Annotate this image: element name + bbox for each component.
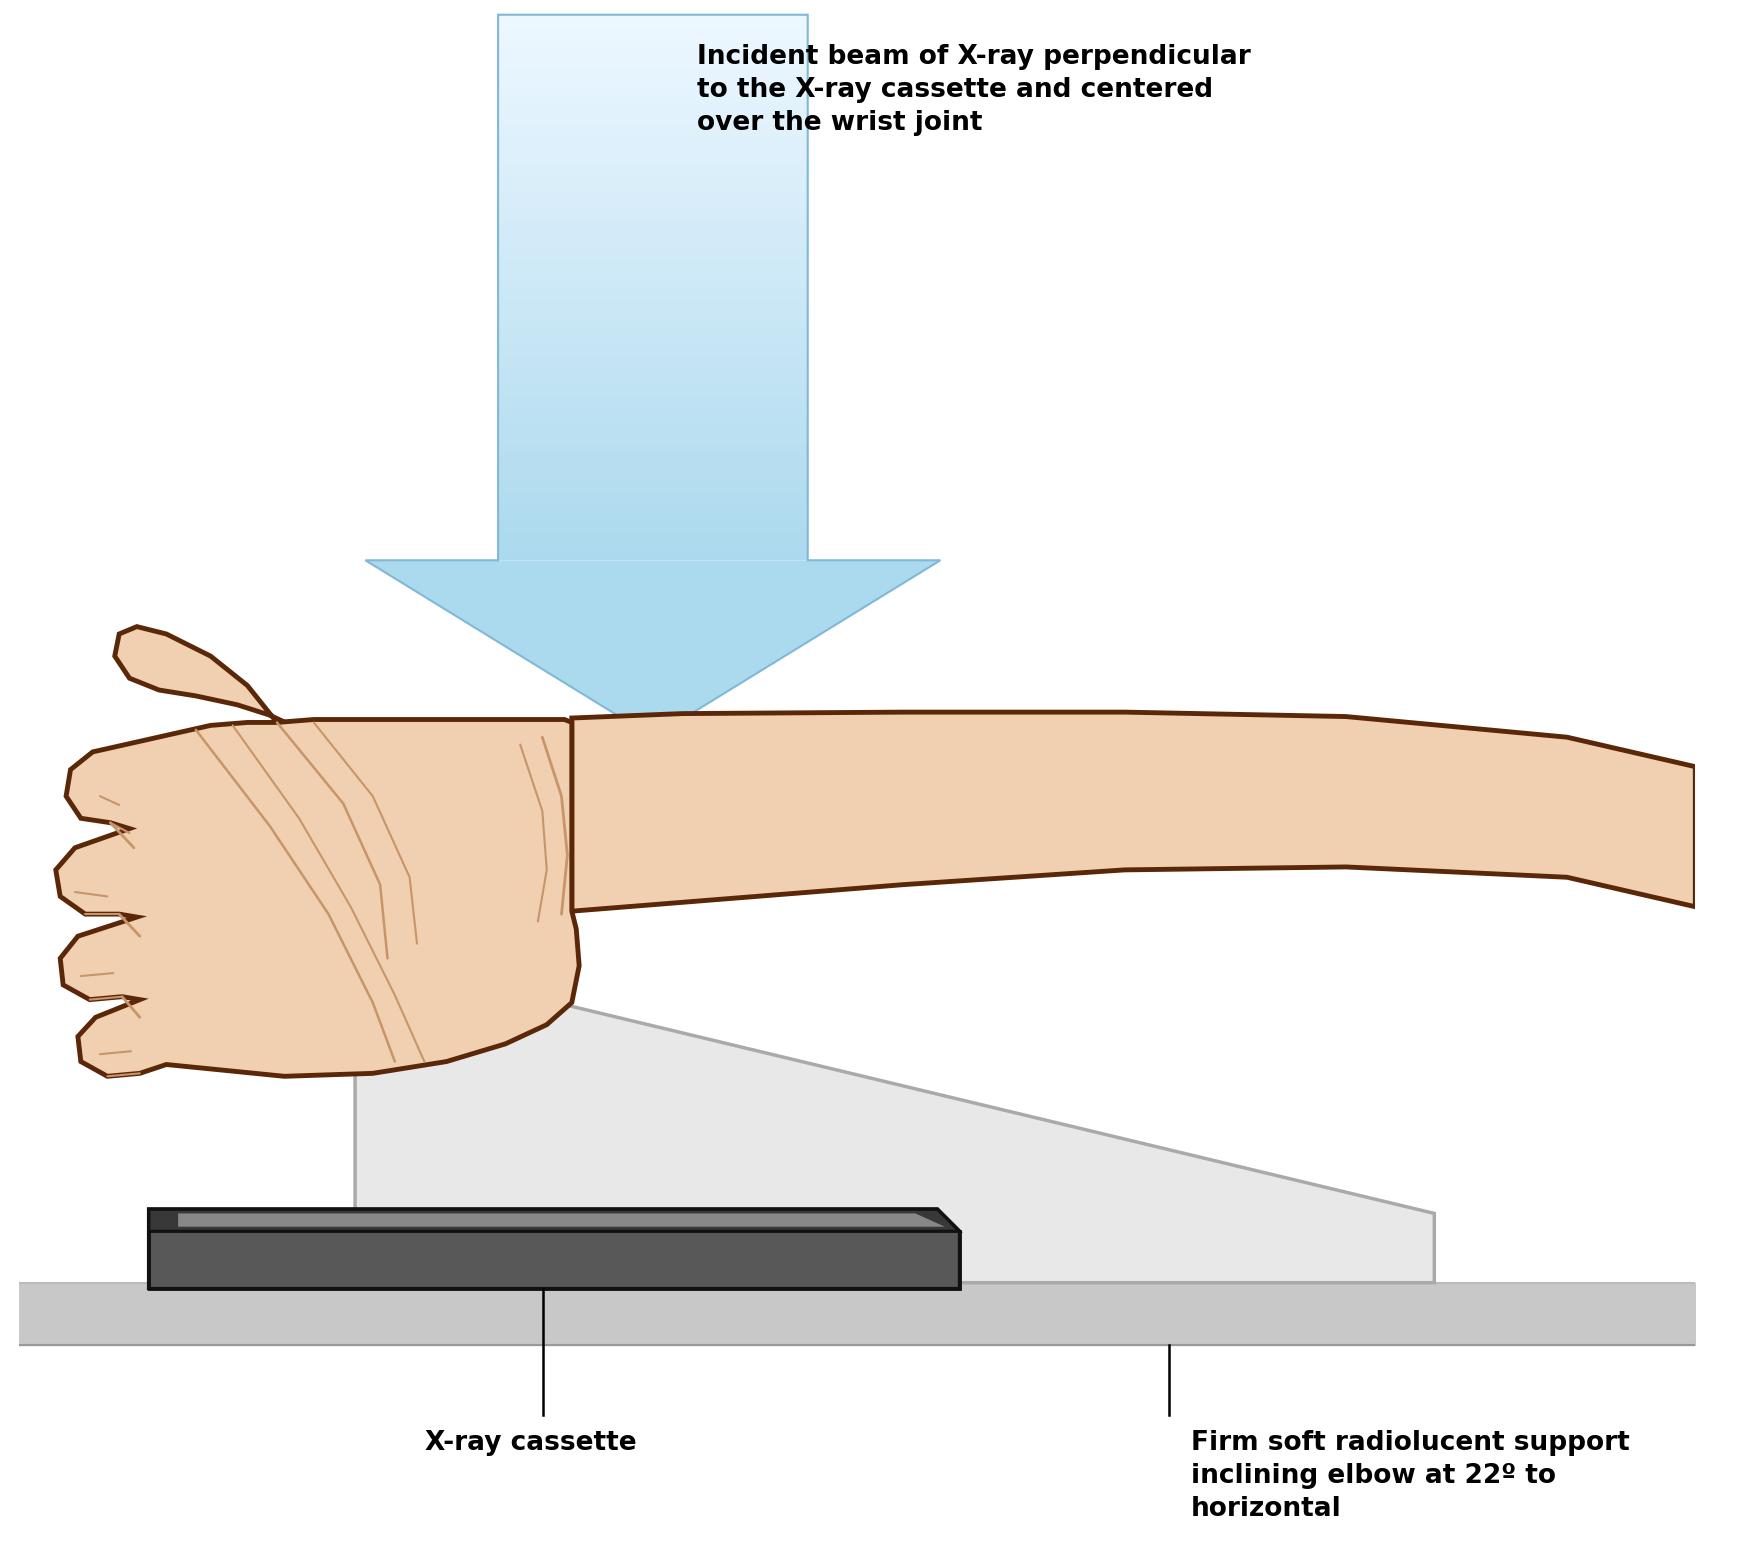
Polygon shape — [499, 527, 808, 533]
Polygon shape — [499, 62, 808, 70]
Polygon shape — [499, 260, 808, 267]
Polygon shape — [354, 923, 1435, 1282]
Polygon shape — [499, 458, 808, 465]
Polygon shape — [499, 301, 808, 308]
Polygon shape — [499, 404, 808, 410]
Polygon shape — [499, 193, 808, 199]
Polygon shape — [499, 239, 808, 247]
Polygon shape — [499, 185, 808, 193]
Polygon shape — [499, 179, 808, 185]
Polygon shape — [499, 396, 808, 404]
Polygon shape — [499, 342, 808, 350]
Polygon shape — [499, 553, 808, 561]
Polygon shape — [499, 539, 808, 547]
Polygon shape — [499, 165, 808, 171]
Polygon shape — [499, 547, 808, 553]
Polygon shape — [499, 444, 808, 451]
Polygon shape — [499, 48, 808, 56]
Polygon shape — [499, 159, 808, 165]
Polygon shape — [499, 233, 808, 239]
Polygon shape — [499, 322, 808, 328]
Polygon shape — [499, 376, 808, 382]
Polygon shape — [499, 362, 808, 370]
Polygon shape — [499, 350, 808, 356]
Polygon shape — [499, 519, 808, 527]
Polygon shape — [499, 82, 808, 90]
Polygon shape — [179, 1214, 945, 1226]
Text: Firm soft radiolucent support
inclining elbow at 22º to
horizontal: Firm soft radiolucent support inclining … — [1192, 1430, 1629, 1523]
Polygon shape — [499, 42, 808, 48]
Polygon shape — [499, 328, 808, 336]
Polygon shape — [499, 253, 808, 260]
Polygon shape — [499, 247, 808, 253]
Polygon shape — [499, 308, 808, 315]
Polygon shape — [499, 471, 808, 479]
Polygon shape — [499, 131, 808, 137]
Polygon shape — [499, 416, 808, 424]
Polygon shape — [499, 219, 808, 227]
Polygon shape — [499, 370, 808, 376]
Polygon shape — [499, 96, 808, 104]
Polygon shape — [499, 430, 808, 438]
Polygon shape — [499, 465, 808, 471]
Polygon shape — [499, 22, 808, 28]
Polygon shape — [149, 1231, 959, 1288]
Polygon shape — [499, 145, 808, 151]
Polygon shape — [365, 561, 940, 737]
Polygon shape — [499, 151, 808, 159]
Polygon shape — [499, 438, 808, 444]
Polygon shape — [499, 267, 808, 274]
Polygon shape — [499, 505, 808, 513]
Polygon shape — [499, 493, 808, 499]
Polygon shape — [499, 356, 808, 362]
Polygon shape — [499, 281, 808, 287]
Polygon shape — [499, 499, 808, 505]
Polygon shape — [499, 336, 808, 342]
Polygon shape — [499, 294, 808, 301]
Polygon shape — [499, 315, 808, 322]
Polygon shape — [499, 117, 808, 124]
Polygon shape — [115, 626, 292, 726]
Polygon shape — [499, 70, 808, 76]
Polygon shape — [499, 171, 808, 179]
Polygon shape — [499, 56, 808, 62]
Polygon shape — [499, 36, 808, 42]
Polygon shape — [499, 227, 808, 233]
Polygon shape — [499, 513, 808, 519]
Polygon shape — [499, 28, 808, 36]
Polygon shape — [499, 199, 808, 205]
Polygon shape — [499, 451, 808, 458]
Polygon shape — [499, 90, 808, 96]
Polygon shape — [499, 213, 808, 219]
Polygon shape — [149, 1209, 959, 1231]
Polygon shape — [499, 137, 808, 145]
Polygon shape — [56, 720, 578, 1077]
Polygon shape — [499, 424, 808, 430]
Polygon shape — [499, 205, 808, 213]
Polygon shape — [499, 287, 808, 294]
Polygon shape — [499, 390, 808, 396]
Polygon shape — [499, 110, 808, 117]
Polygon shape — [571, 712, 1695, 911]
Polygon shape — [499, 274, 808, 281]
Polygon shape — [499, 479, 808, 485]
Polygon shape — [499, 485, 808, 493]
Polygon shape — [499, 76, 808, 82]
Polygon shape — [499, 382, 808, 390]
Polygon shape — [499, 104, 808, 110]
Text: Incident beam of X-ray perpendicular
to the X-ray cassette and centered
over the: Incident beam of X-ray perpendicular to … — [697, 44, 1251, 137]
Polygon shape — [499, 14, 808, 22]
Polygon shape — [499, 533, 808, 539]
Polygon shape — [499, 410, 808, 416]
Polygon shape — [499, 124, 808, 131]
Text: X-ray cassette: X-ray cassette — [426, 1430, 637, 1456]
